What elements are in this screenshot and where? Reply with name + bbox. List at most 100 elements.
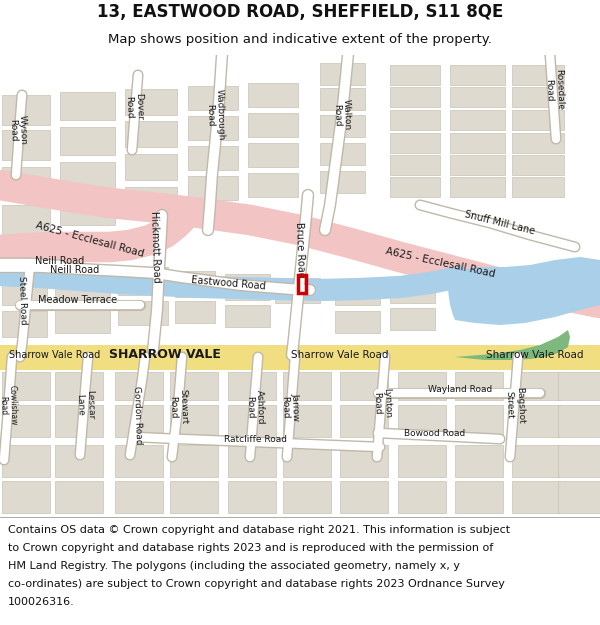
Bar	[512, 372, 560, 400]
Bar	[228, 372, 276, 400]
Bar	[60, 197, 115, 225]
Text: Hickmott Road: Hickmott Road	[149, 211, 161, 283]
Bar	[558, 445, 600, 477]
Text: Wayland Road: Wayland Road	[428, 386, 492, 394]
Bar	[455, 372, 503, 400]
Text: Gordon Road: Gordon Road	[133, 386, 143, 444]
Text: Walton
Road: Walton Road	[332, 99, 352, 131]
Bar	[175, 301, 215, 323]
Bar	[225, 305, 270, 327]
Bar	[335, 280, 380, 305]
Bar	[2, 240, 50, 270]
Bar	[228, 405, 276, 437]
Bar	[335, 311, 380, 333]
Text: Ashford
Road: Ashford Road	[245, 389, 265, 424]
Bar	[390, 133, 440, 153]
Text: Ratcliffe Road: Ratcliffe Road	[223, 436, 287, 444]
Bar	[512, 155, 564, 175]
Bar	[2, 95, 50, 125]
Text: Bruce Road: Bruce Road	[294, 222, 306, 278]
Bar	[512, 481, 560, 513]
Text: Steel Road: Steel Road	[17, 276, 28, 324]
Bar	[390, 87, 440, 107]
Text: Sharrow Vale Road: Sharrow Vale Road	[291, 350, 389, 360]
Text: Eastwood Road: Eastwood Road	[190, 275, 266, 291]
Bar	[125, 154, 177, 180]
Text: to Crown copyright and database rights 2023 and is reproduced with the permissio: to Crown copyright and database rights 2…	[8, 543, 493, 553]
Bar	[320, 171, 365, 193]
Bar	[2, 311, 47, 337]
Text: SHARROW VALE: SHARROW VALE	[109, 349, 221, 361]
Bar	[55, 270, 110, 300]
Bar	[125, 89, 177, 115]
Bar	[390, 308, 435, 330]
Bar	[2, 277, 47, 305]
Bar	[390, 65, 440, 85]
Bar	[512, 133, 564, 153]
Bar	[512, 65, 564, 85]
Text: Neill Road: Neill Road	[35, 256, 85, 266]
Bar	[55, 445, 103, 477]
Text: Neill Road: Neill Road	[50, 265, 100, 275]
Text: Rosedale
Road: Rosedale Road	[544, 69, 565, 111]
Text: 100026316.: 100026316.	[8, 597, 75, 607]
Text: Dover
Road: Dover Road	[124, 93, 144, 121]
Polygon shape	[455, 330, 570, 360]
Bar	[2, 481, 50, 513]
Bar	[512, 177, 564, 197]
Bar	[398, 481, 446, 513]
Bar	[283, 372, 331, 400]
Bar	[2, 405, 50, 437]
Text: co-ordinates) are subject to Crown copyright and database rights 2023 Ordnance S: co-ordinates) are subject to Crown copyr…	[8, 579, 505, 589]
Bar	[188, 176, 238, 200]
Bar	[450, 133, 505, 153]
Text: Sharrow Vale Road: Sharrow Vale Road	[486, 350, 584, 360]
Bar	[512, 405, 560, 437]
Bar	[55, 372, 103, 400]
Bar	[115, 445, 163, 477]
Bar	[340, 481, 388, 513]
Bar	[188, 116, 238, 140]
Bar	[228, 481, 276, 513]
Text: Lescar
Lane: Lescar Lane	[75, 390, 95, 420]
Bar	[170, 372, 218, 400]
Bar	[398, 405, 446, 437]
Text: Jarrow
Road: Jarrow Road	[280, 392, 300, 421]
Bar	[320, 143, 365, 165]
Bar	[283, 445, 331, 477]
Bar	[170, 405, 218, 437]
Bar	[60, 92, 115, 120]
Text: Bowood Road: Bowood Road	[404, 429, 466, 438]
Bar	[55, 481, 103, 513]
Text: Cowlishaw
Road: Cowlishaw Road	[0, 384, 19, 426]
Text: Stewart
Road: Stewart Road	[167, 389, 188, 425]
Bar	[228, 445, 276, 477]
Bar	[390, 177, 440, 197]
Bar	[2, 445, 50, 477]
Bar	[248, 173, 298, 197]
Bar	[450, 177, 505, 197]
Bar	[558, 481, 600, 513]
Bar	[340, 445, 388, 477]
Bar	[320, 115, 365, 137]
Bar	[188, 146, 238, 170]
Text: Contains OS data © Crown copyright and database right 2021. This information is : Contains OS data © Crown copyright and d…	[8, 525, 510, 535]
Bar	[248, 143, 298, 167]
Text: Wadbrough
Road: Wadbrough Road	[205, 89, 226, 141]
Bar	[390, 278, 435, 303]
Bar	[55, 307, 110, 333]
Bar	[248, 83, 298, 107]
Bar	[558, 372, 600, 400]
Bar	[60, 127, 115, 155]
Bar	[170, 445, 218, 477]
Bar	[455, 405, 503, 437]
Text: Lynton
Road: Lynton Road	[372, 388, 392, 418]
Bar	[118, 267, 168, 295]
Bar	[390, 110, 440, 130]
Bar	[60, 162, 115, 190]
Bar	[398, 372, 446, 400]
Bar	[283, 481, 331, 513]
Bar	[283, 405, 331, 437]
Bar	[455, 445, 503, 477]
Bar	[225, 274, 270, 300]
